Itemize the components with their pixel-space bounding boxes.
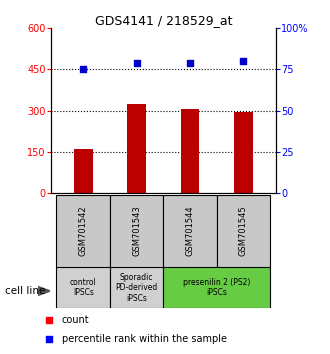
Bar: [217, 195, 270, 267]
Text: percentile rank within the sample: percentile rank within the sample: [62, 335, 227, 344]
Bar: [163, 195, 217, 267]
Point: [187, 60, 193, 66]
Text: Sporadic
PD-derived
iPSCs: Sporadic PD-derived iPSCs: [115, 273, 158, 303]
Text: GSM701543: GSM701543: [132, 206, 141, 256]
Title: GDS4141 / 218529_at: GDS4141 / 218529_at: [95, 14, 232, 27]
Polygon shape: [38, 286, 50, 296]
Point: [210, 274, 215, 280]
Text: GSM701545: GSM701545: [239, 206, 248, 256]
Bar: [234, 112, 253, 193]
Bar: [56, 267, 110, 308]
Point: [81, 67, 86, 72]
Text: presenilin 2 (PS2)
iPSCs: presenilin 2 (PS2) iPSCs: [183, 278, 250, 297]
Point: [210, 101, 215, 106]
Bar: [110, 267, 163, 308]
Bar: [127, 104, 146, 193]
Bar: [181, 109, 199, 193]
Bar: [74, 149, 92, 193]
Point: [241, 58, 246, 64]
Text: control
IPSCs: control IPSCs: [70, 278, 97, 297]
Point: [134, 60, 139, 66]
Text: GSM701544: GSM701544: [185, 206, 195, 256]
Text: count: count: [62, 315, 89, 325]
Bar: [56, 195, 110, 267]
Bar: [110, 195, 163, 267]
Text: cell line: cell line: [5, 286, 45, 296]
Bar: [163, 267, 270, 308]
Text: GSM701542: GSM701542: [79, 206, 88, 256]
